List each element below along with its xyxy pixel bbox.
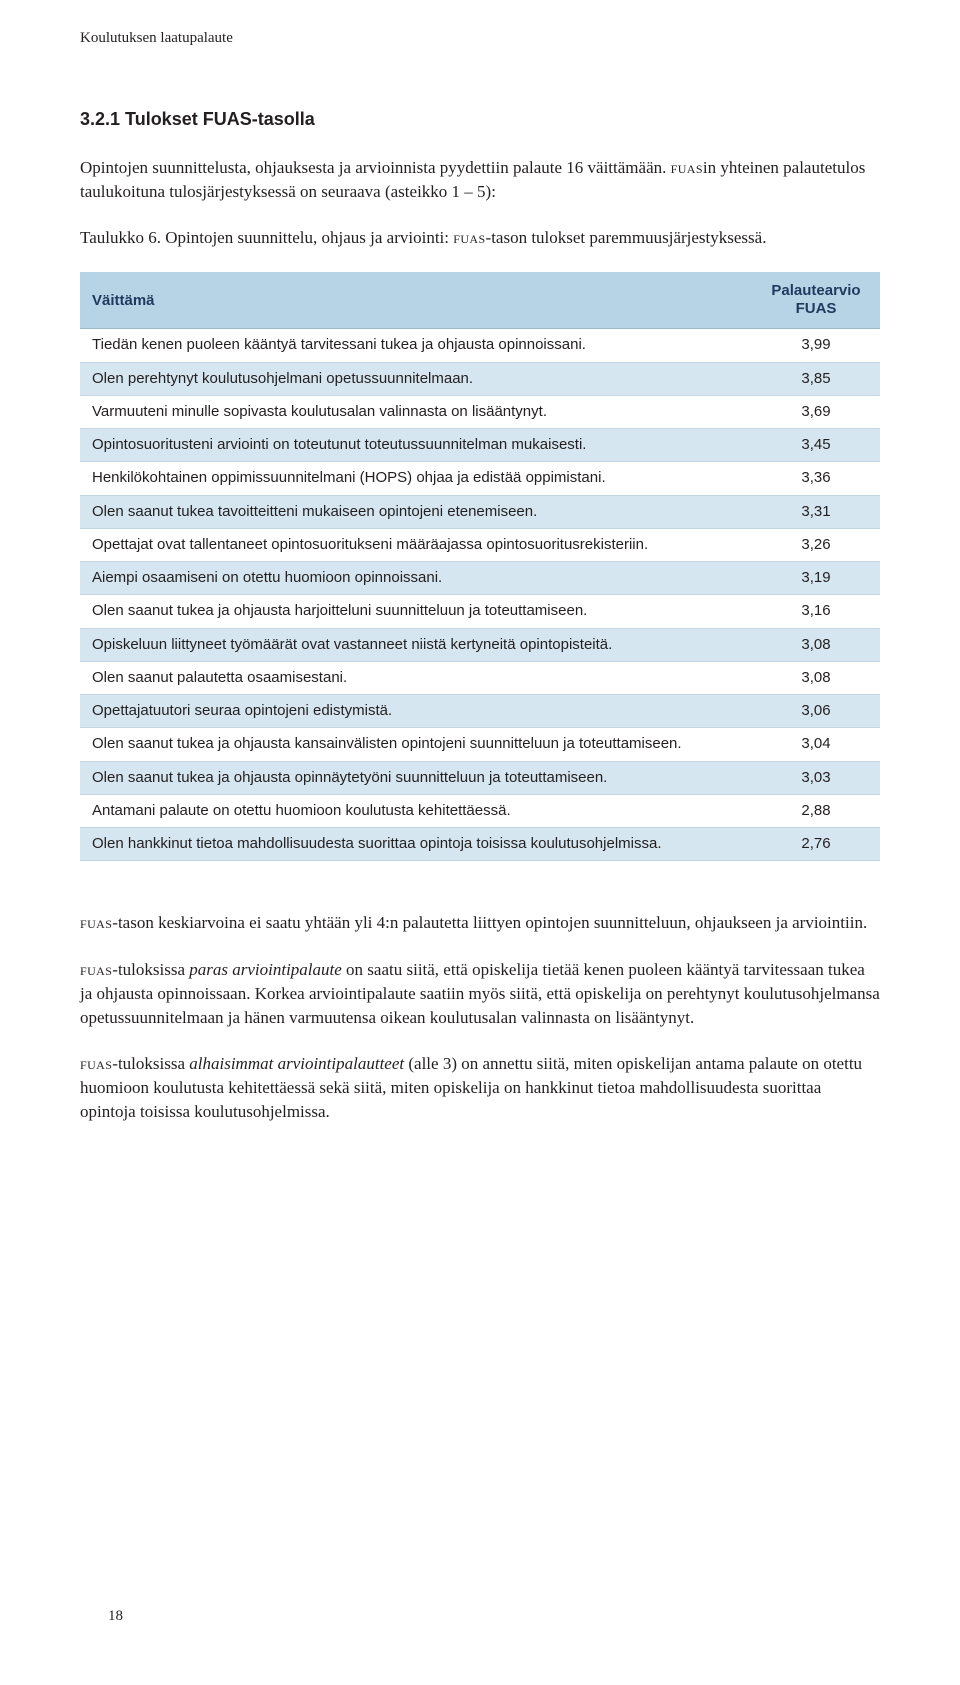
value-cell: 3,85	[752, 362, 880, 395]
value-cell: 3,03	[752, 761, 880, 794]
table-row: Olen saanut tukea ja ohjausta kansainväl…	[80, 728, 880, 761]
results-table-wrap: Väittämä Palautearvio FUAS Tiedän kenen …	[80, 272, 880, 861]
intro-2b: -tason tulokset paremmuusjärjestyksessä.	[486, 228, 767, 247]
value-cell: 3,06	[752, 695, 880, 728]
intro-1a: Opintojen suunnittelusta, ohjauksesta ja…	[80, 158, 671, 177]
intro-1-sc: fuas	[671, 158, 703, 177]
intro-para-1: Opintojen suunnittelusta, ohjauksesta ja…	[80, 156, 880, 204]
statement-cell: Aiempi osaamiseni on otettu huomioon opi…	[80, 562, 752, 595]
value-cell: 3,69	[752, 395, 880, 428]
value-cell: 3,08	[752, 661, 880, 694]
value-cell: 3,04	[752, 728, 880, 761]
value-cell: 3,19	[752, 562, 880, 595]
table-row: Olen saanut tukea ja ohjausta harjoittel…	[80, 595, 880, 628]
statement-cell: Olen hankkinut tietoa mahdollisuudesta s…	[80, 828, 752, 861]
intro-2-sc: fuas	[453, 228, 485, 247]
value-cell: 3,16	[752, 595, 880, 628]
statement-cell: Opettajat ovat tallentaneet opintosuorit…	[80, 528, 752, 561]
statement-cell: Henkilökohtainen oppimissuunnitelmani (H…	[80, 462, 752, 495]
statement-cell: Olen saanut palautetta osaamisestani.	[80, 661, 752, 694]
statement-cell: Opettajatuutori seuraa opintojeni edisty…	[80, 695, 752, 728]
concl-2-em: paras arviointipalaute	[189, 960, 342, 979]
value-cell: 3,08	[752, 628, 880, 661]
running-header: Koulutuksen laatupalaute	[80, 30, 880, 47]
statement-cell: Antamani palaute on otettu huomioon koul…	[80, 794, 752, 827]
value-cell: 3,45	[752, 429, 880, 462]
concl-3a: -tuloksissa	[112, 1054, 189, 1073]
concl-1-sc: fuas	[80, 913, 112, 932]
value-cell: 2,76	[752, 828, 880, 861]
statement-cell: Olen saanut tukea ja ohjausta kansainväl…	[80, 728, 752, 761]
col-statement: Väittämä	[80, 272, 752, 329]
statement-cell: Olen perehtynyt koulutusohjelmani opetus…	[80, 362, 752, 395]
table-row: Henkilökohtainen oppimissuunnitelmani (H…	[80, 462, 880, 495]
statement-cell: Olen saanut tukea ja ohjausta harjoittel…	[80, 595, 752, 628]
concl-para-3: fuas-tuloksissa alhaisimmat arviointipal…	[80, 1052, 880, 1124]
statement-cell: Opiskeluun liittyneet työmäärät ovat vas…	[80, 628, 752, 661]
concl-para-1: fuas-tason keskiarvoina ei saatu yhtään …	[80, 911, 880, 935]
intro-2a: Taulukko 6. Opintojen suunnittelu, ohjau…	[80, 228, 453, 247]
table-row: Olen hankkinut tietoa mahdollisuudesta s…	[80, 828, 880, 861]
table-row: Tiedän kenen puoleen kääntyä tarvitessan…	[80, 329, 880, 362]
results-table: Väittämä Palautearvio FUAS Tiedän kenen …	[80, 272, 880, 861]
col-value-l1: Palautearvio	[771, 282, 860, 299]
table-row: Olen saanut tukea tavoitteitteni mukaise…	[80, 495, 880, 528]
value-cell: 3,31	[752, 495, 880, 528]
statement-cell: Olen saanut tukea ja ohjausta opinnäytet…	[80, 761, 752, 794]
concl-2-sc: fuas	[80, 960, 112, 979]
table-row: Opintosuoritusteni arviointi on toteutun…	[80, 429, 880, 462]
concl-2a: -tuloksissa	[112, 960, 189, 979]
table-row: Opettajat ovat tallentaneet opintosuorit…	[80, 528, 880, 561]
col-value-l2: FUAS	[796, 300, 837, 317]
concl-3-sc: fuas	[80, 1054, 112, 1073]
value-cell: 3,36	[752, 462, 880, 495]
page-number: 18	[108, 1608, 123, 1625]
intro-para-2: Taulukko 6. Opintojen suunnittelu, ohjau…	[80, 226, 880, 250]
table-row: Varmuuteni minulle sopivasta koulutusala…	[80, 395, 880, 428]
table-row: Olen saanut palautetta osaamisestani.3,0…	[80, 661, 880, 694]
table-row: Opiskeluun liittyneet työmäärät ovat vas…	[80, 628, 880, 661]
statement-cell: Opintosuoritusteni arviointi on toteutun…	[80, 429, 752, 462]
concl-1: -tason keskiarvoina ei saatu yhtään yli …	[112, 913, 867, 932]
table-row: Antamani palaute on otettu huomioon koul…	[80, 794, 880, 827]
table-row: Opettajatuutori seuraa opintojeni edisty…	[80, 695, 880, 728]
statement-cell: Tiedän kenen puoleen kääntyä tarvitessan…	[80, 329, 752, 362]
table-row: Olen saanut tukea ja ohjausta opinnäytet…	[80, 761, 880, 794]
table-header-row: Väittämä Palautearvio FUAS	[80, 272, 880, 329]
table-row: Aiempi osaamiseni on otettu huomioon opi…	[80, 562, 880, 595]
statement-cell: Varmuuteni minulle sopivasta koulutusala…	[80, 395, 752, 428]
statement-cell: Olen saanut tukea tavoitteitteni mukaise…	[80, 495, 752, 528]
section-title: 3.2.1 Tulokset FUAS-tasolla	[80, 109, 880, 130]
concl-para-2: fuas-tuloksissa paras arviointipalaute o…	[80, 958, 880, 1030]
value-cell: 2,88	[752, 794, 880, 827]
value-cell: 3,99	[752, 329, 880, 362]
concl-3-em: alhaisimmat arviointipalautteet	[189, 1054, 404, 1073]
value-cell: 3,26	[752, 528, 880, 561]
table-row: Olen perehtynyt koulutusohjelmani opetus…	[80, 362, 880, 395]
col-value: Palautearvio FUAS	[752, 272, 880, 329]
